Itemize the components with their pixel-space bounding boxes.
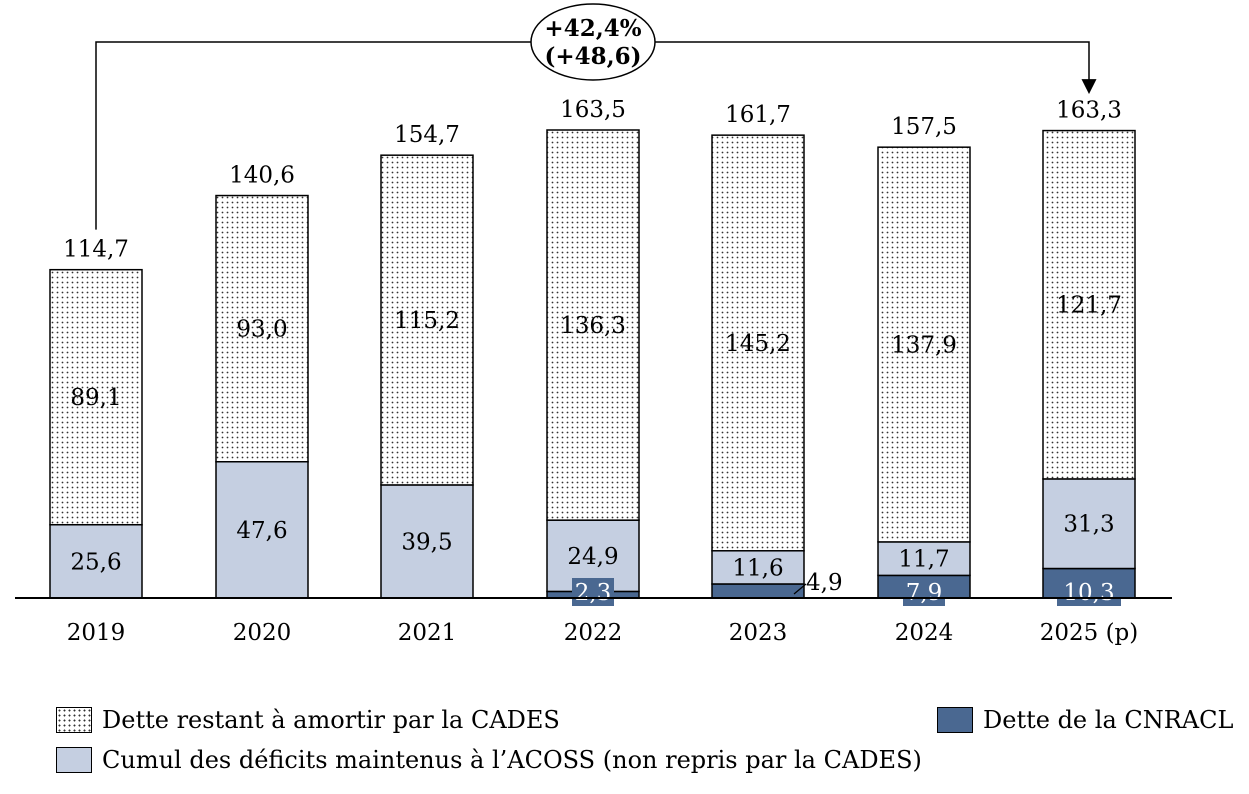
total-label: 140,6 xyxy=(229,163,295,189)
segment-label-acoss: 24,9 xyxy=(567,544,618,570)
legend-label-cades: Dette restant à amortir par la CADES xyxy=(102,706,560,734)
segment-label-acoss: 39,5 xyxy=(401,529,452,555)
segment-label-acoss: 11,7 xyxy=(898,547,949,573)
segment-label-acoss: 25,6 xyxy=(70,549,121,575)
legend-item-cades: Dette restant à amortir par la CADES xyxy=(56,706,560,734)
segment-label-cnracl: 2,3 xyxy=(575,580,612,606)
x-tick-label: 2021 xyxy=(398,620,457,646)
legend-label-acoss: Cumul des déficits maintenus à l’ACOSS (… xyxy=(102,746,922,774)
segment-label-cades: 89,1 xyxy=(70,385,121,411)
segment-label-box xyxy=(1057,578,1121,606)
legend-swatch-acoss xyxy=(56,747,92,773)
total-label: 114,7 xyxy=(63,237,129,263)
segment-label-cades: 121,7 xyxy=(1056,293,1122,319)
total-label: 161,7 xyxy=(725,102,791,128)
x-tick-label: 2019 xyxy=(67,620,126,646)
total-label: 163,3 xyxy=(1056,98,1122,124)
growth-percent-label: +42,4% xyxy=(544,15,641,42)
x-tick-label: 2023 xyxy=(729,620,788,646)
segment-label-cades: 145,2 xyxy=(725,331,791,357)
x-tick-label: 2025 (p) xyxy=(1040,620,1139,646)
segment-label-cades: 115,2 xyxy=(394,308,460,334)
growth-absolute-label: (+48,6) xyxy=(544,43,641,70)
bar-segment-1-5 xyxy=(877,541,971,577)
bar-segment-2-5 xyxy=(877,146,971,543)
bar-segment-2-6 xyxy=(1042,129,1136,480)
bar-segment-2-3 xyxy=(546,129,640,521)
total-label: 157,5 xyxy=(891,114,957,140)
x-tick-label: 2020 xyxy=(233,620,292,646)
segment-label-acoss: 11,6 xyxy=(732,555,783,581)
leader-line xyxy=(793,583,807,595)
bar-segment-1-0 xyxy=(49,523,143,599)
stacked-bar-chart: 114,7 25,6 89,1 140,6 47,6 93,0 154,7 39,5 115,2… xyxy=(15,3,1172,646)
legend-item-acoss: Cumul des déficits maintenus à l’ACOSS (… xyxy=(56,746,922,774)
segment-label-acoss: 47,6 xyxy=(236,518,287,544)
bar-segment-2-0 xyxy=(49,268,143,526)
segment-label-cnracl: 7,9 xyxy=(906,580,943,606)
segment-label-cades: 93,0 xyxy=(236,317,287,343)
legend-swatch-cnracl xyxy=(937,707,973,733)
bar-segment-2-1 xyxy=(215,194,309,463)
total-label: 163,5 xyxy=(560,97,626,123)
segment-label-cades: 136,3 xyxy=(560,313,626,339)
x-tick-label: 2022 xyxy=(564,620,623,646)
total-label: 154,7 xyxy=(394,122,460,148)
bar-segment-2-4 xyxy=(711,134,805,552)
x-tick-label: 2024 xyxy=(895,620,954,646)
legend-label-cnracl: Dette de la CNRACL xyxy=(983,706,1234,734)
bar-segment-1-4 xyxy=(711,550,805,585)
bar-segment-2-2 xyxy=(380,154,474,486)
segment-label-box xyxy=(572,578,614,606)
bar-segment-0-4 xyxy=(711,583,805,599)
legend-swatch-cades xyxy=(56,707,92,733)
segment-label-cnracl: 4,9 xyxy=(806,570,843,596)
growth-ellipse xyxy=(530,3,656,81)
segment-label-box xyxy=(903,578,945,606)
legend-item-cnracl: Dette de la CNRACL xyxy=(937,706,1233,734)
segment-label-acoss: 31,3 xyxy=(1063,512,1114,538)
segment-label-cades: 137,9 xyxy=(891,333,957,359)
segment-label-cnracl: 10,3 xyxy=(1063,580,1114,606)
